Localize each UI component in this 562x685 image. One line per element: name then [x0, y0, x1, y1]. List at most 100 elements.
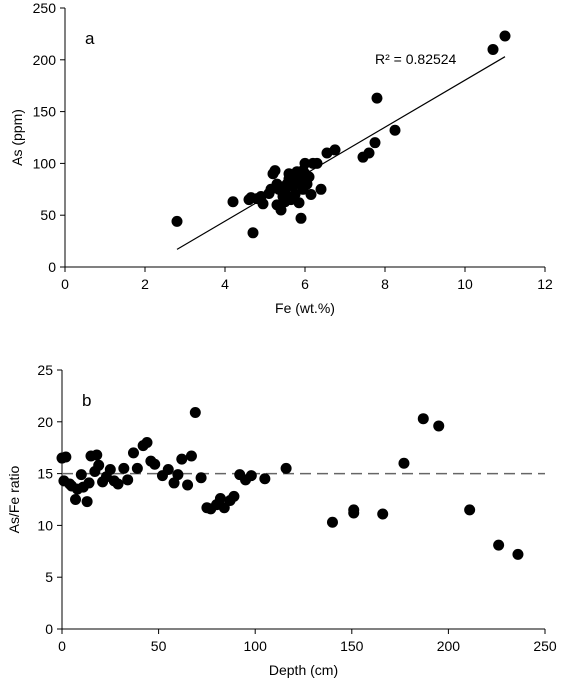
panel-b-data-point [280, 462, 292, 474]
panel-b-data-point [185, 450, 197, 462]
panel-b-y-tick-label: 20 [37, 414, 53, 430]
panel-a-data-point [279, 196, 291, 208]
panel-b-data-point [182, 479, 194, 491]
panel-b-data-point [127, 447, 139, 459]
panel-b-x-tick-label: 150 [340, 638, 364, 654]
panel-b-data-point [81, 496, 93, 508]
panel-b-data-point [122, 474, 134, 486]
panel-a-data-point [369, 137, 381, 149]
panel-a-data-point [315, 183, 327, 195]
panel-b-data-point [91, 449, 103, 461]
panel-a-x-tick-label: 6 [301, 276, 309, 292]
panel-b-y-tick-label: 15 [37, 466, 53, 482]
panel-a-data-point [297, 165, 309, 177]
panel-b-data-point [118, 462, 130, 474]
panel-a-scatter: 0 2 4 6 8 10 12 0 50 100 150 200 250 a R² = 0.82524… [9, 0, 553, 316]
panel-a-y-tick-label: 150 [33, 104, 57, 120]
panel-b-data-point [189, 406, 201, 418]
panel-a-data-point [499, 30, 511, 42]
panel-b-x-tick-label: 0 [58, 638, 66, 654]
panel-b-data-point [326, 516, 338, 528]
panel-a-data-point [295, 212, 307, 224]
panel-b-data-point [70, 494, 82, 505]
panel-b-data-point [398, 457, 410, 469]
panel-a-data-point [289, 188, 301, 200]
panel-b-label: b [82, 391, 91, 410]
panel-a-data-point [487, 43, 499, 55]
panel-a-y-tick-label: 100 [33, 155, 57, 171]
panel-a-data-point [171, 215, 183, 227]
panel-b-data-point [112, 478, 124, 490]
panel-b-data-point [228, 490, 240, 502]
panel-a-points [171, 30, 511, 239]
panel-a-data-point [257, 198, 269, 210]
panel-b-data-point [172, 469, 184, 481]
panel-a-data-point [389, 124, 401, 136]
panel-b-data-point [131, 462, 143, 474]
panel-b-data-point [512, 548, 524, 560]
panel-b-y-tick-label: 10 [37, 517, 53, 533]
panel-a-data-point [227, 196, 239, 208]
panel-a-x-tick-label: 8 [381, 276, 389, 292]
panel-b-data-point [433, 420, 445, 432]
panel-a-data-point [293, 197, 305, 209]
panel-b-x-tick-label: 250 [533, 638, 557, 654]
panel-a-x-tick-label: 2 [141, 276, 149, 292]
panel-a-y-title: As (ppm) [9, 109, 25, 166]
panel-b-points [56, 406, 524, 560]
panel-b-data-point [168, 477, 180, 489]
panel-b-x-ticks: 0 50 100 150 200 250 [58, 629, 557, 654]
panel-b-x-tick-label: 200 [437, 638, 461, 654]
panel-b-data-point [214, 492, 226, 504]
panel-b-data-point [377, 508, 389, 520]
panel-b-data-point [348, 504, 360, 516]
panel-b-data-point [245, 470, 257, 482]
panel-a-data-point [279, 186, 291, 198]
panel-b-data-point [493, 539, 505, 551]
panel-a-data-point [269, 165, 281, 177]
panel-a-data-point [305, 188, 317, 200]
panel-a-data-point [275, 204, 287, 216]
panel-a-data-point [285, 173, 297, 185]
panel-a-r-squared: R² = 0.82524 [375, 51, 457, 67]
panel-b-data-point [93, 459, 105, 471]
panel-a-x-title: Fe (wt.%) [275, 300, 335, 316]
panel-b-x-tick-label: 100 [244, 638, 268, 654]
panel-b-data-point [104, 463, 116, 475]
panel-a-x-tick-label: 4 [221, 276, 229, 292]
panel-a-trendline [176, 56, 506, 250]
panel-b-data-point [259, 473, 271, 485]
panel-b-data-point [195, 472, 207, 484]
panel-b-data-point [60, 451, 72, 463]
panel-b-data-point [149, 458, 161, 470]
panel-a-x-ticks: 0 2 4 6 8 10 12 [61, 267, 553, 292]
panel-b-data-point [141, 437, 153, 449]
panel-a-x-tick-label: 12 [537, 276, 553, 292]
panel-b-data-point [464, 504, 476, 516]
panel-b-x-tick-label: 50 [151, 638, 167, 654]
panel-b-y-title: As/Fe ratio [6, 465, 22, 533]
panel-a-data-point [371, 92, 383, 104]
panel-b-y-tick-label: 25 [37, 362, 53, 378]
panel-a-data-point [329, 144, 341, 156]
panel-b-x-title: Depth (cm) [269, 662, 338, 678]
panel-b-data-point [162, 463, 174, 475]
panel-b-data-point [417, 413, 429, 425]
panel-b-y-tick-label: 5 [45, 569, 53, 585]
panel-a-x-tick-label: 0 [61, 276, 69, 292]
panel-a-y-tick-label: 0 [48, 259, 56, 275]
panel-b-y-ticks: 0 5 10 15 20 25 [37, 362, 62, 637]
panel-a-y-tick-label: 50 [40, 207, 56, 223]
panel-a-y-tick-label: 200 [33, 52, 57, 68]
panel-a-data-point [247, 227, 259, 239]
panel-b-data-point [75, 469, 87, 481]
panel-a-label: a [85, 29, 95, 48]
panel-b-data-point [176, 453, 188, 465]
panel-a-data-point [363, 147, 375, 159]
panel-b-data-point [83, 477, 95, 489]
panel-a-data-point [311, 157, 323, 169]
panel-a-data-point [271, 178, 283, 190]
panel-a-y-tick-label: 250 [33, 0, 57, 16]
